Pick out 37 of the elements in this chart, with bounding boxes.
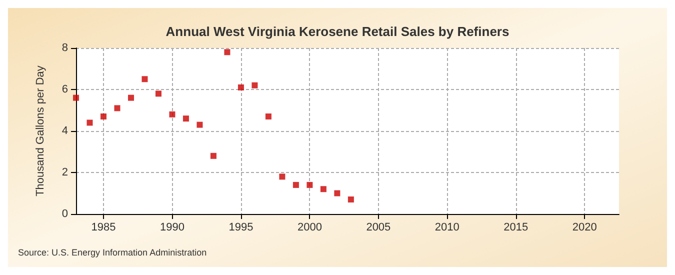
y-tick-label: 4 — [62, 125, 68, 137]
point — [182, 116, 189, 122]
point — [252, 82, 258, 88]
x-tick-label: 1985 — [91, 222, 116, 234]
point — [320, 186, 326, 192]
point — [210, 152, 216, 159]
source-note: Source: U.S. Energy Information Administration — [18, 248, 207, 258]
x-tick-label: 1990 — [160, 222, 184, 234]
x-tick-label: 2005 — [366, 222, 391, 234]
y-tick-label: 0 — [62, 208, 68, 220]
point — [169, 111, 176, 118]
point — [334, 190, 340, 196]
x-tick-label: 1995 — [228, 222, 254, 234]
point — [292, 182, 299, 188]
point — [86, 120, 93, 126]
y-tick-label: 2 — [62, 166, 68, 178]
x-tick-label: 2020 — [572, 222, 597, 234]
x-tick-label: 2000 — [297, 222, 322, 234]
point — [73, 94, 79, 101]
chart-title: Annual West Virginia Kerosene Retail Sales by Refiners — [166, 24, 510, 39]
point — [238, 84, 244, 90]
point — [348, 196, 354, 202]
x-tick-label: 2015 — [504, 222, 528, 234]
point — [155, 90, 162, 97]
point — [265, 113, 272, 120]
point — [224, 49, 230, 56]
y-tick-label: 8 — [62, 42, 68, 54]
point — [196, 122, 203, 128]
point — [142, 76, 148, 82]
point — [100, 113, 106, 120]
y-tick-label: 6 — [62, 84, 68, 96]
point — [279, 174, 286, 180]
point — [114, 105, 120, 112]
y-axis-title: Thousand Gallons per Day — [34, 65, 46, 196]
point — [306, 182, 313, 188]
point — [128, 94, 134, 101]
x-tick-label: 2010 — [434, 222, 460, 234]
